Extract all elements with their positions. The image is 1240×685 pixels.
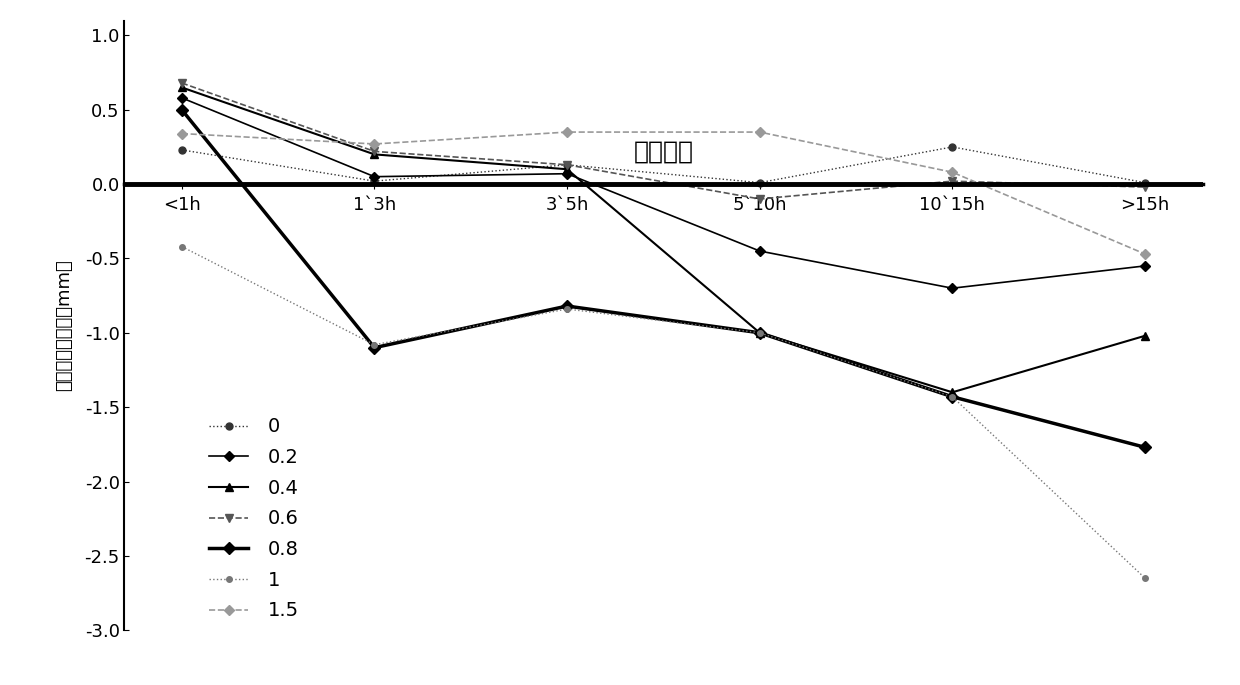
0.4: [1137, 332, 1152, 340]
Line: 0.8: 0.8: [177, 105, 1149, 451]
0.2: [367, 173, 382, 181]
0.6: [753, 195, 768, 203]
0.8: [367, 344, 382, 352]
0.2: [753, 247, 768, 255]
0: [753, 179, 768, 187]
0.6: [367, 147, 382, 155]
1.5: [559, 128, 574, 136]
Line: 0.6: 0.6: [177, 79, 1149, 203]
0.4: [175, 84, 190, 92]
1: [175, 242, 190, 251]
1.5: [1137, 250, 1152, 258]
1: [1137, 574, 1152, 582]
1: [559, 305, 574, 313]
0.2: [1137, 262, 1152, 270]
0.8: [753, 329, 768, 337]
0.8: [559, 302, 574, 310]
0.2: [559, 170, 574, 178]
0.4: [753, 329, 768, 337]
0.4: [945, 388, 960, 397]
Line: 1: 1: [179, 244, 1148, 581]
Line: 0.4: 0.4: [177, 84, 1149, 397]
0.6: [559, 161, 574, 169]
Line: 0.2: 0.2: [179, 95, 1148, 292]
1: [753, 329, 768, 337]
1: [945, 393, 960, 401]
0.8: [175, 105, 190, 114]
0: [1137, 179, 1152, 187]
0.4: [559, 165, 574, 173]
0.4: [367, 150, 382, 158]
Y-axis label: 潜水蔓发减少量（mm）: 潜水蔓发减少量（mm）: [56, 260, 73, 391]
0.8: [1137, 443, 1152, 451]
1: [367, 340, 382, 349]
0.6: [175, 79, 190, 87]
Line: 1.5: 1.5: [179, 129, 1148, 258]
Line: 0: 0: [179, 143, 1148, 186]
0.2: [945, 284, 960, 292]
Text: 降雨历时: 降雨历时: [634, 140, 693, 164]
1.5: [175, 129, 190, 138]
0: [945, 143, 960, 151]
1.5: [367, 140, 382, 148]
0.8: [945, 393, 960, 401]
0: [175, 146, 190, 154]
0.6: [945, 177, 960, 185]
0.6: [1137, 183, 1152, 191]
1.5: [753, 128, 768, 136]
Legend: 0, 0.2, 0.4, 0.6, 0.8, 1, 1.5: 0, 0.2, 0.4, 0.6, 0.8, 1, 1.5: [210, 417, 299, 621]
1.5: [945, 168, 960, 176]
0: [559, 161, 574, 169]
0: [367, 177, 382, 185]
0.2: [175, 94, 190, 102]
